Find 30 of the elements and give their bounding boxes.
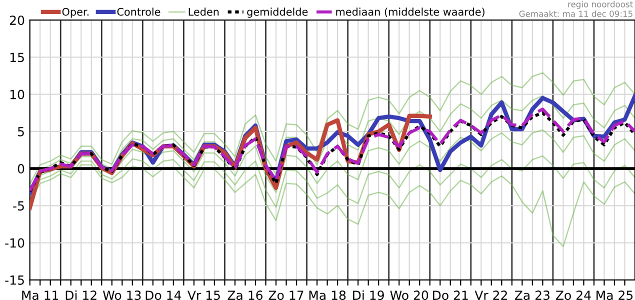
y-tick-label: 20	[10, 16, 24, 26]
text: regio noordoost	[568, 0, 633, 9]
x-tick-label: Ma 25	[596, 290, 633, 300]
x-tick-label: Di 19	[353, 290, 384, 300]
x-tick-label: Wo 13	[102, 290, 141, 300]
x-tick-label: Do 14	[146, 290, 182, 300]
text: Gemaakt: ma 11 dec 09:15	[519, 10, 632, 17]
legend-label: Oper.	[62, 8, 88, 18]
y-tick-label: 5	[18, 127, 24, 136]
x-tick-label: Do 21	[433, 290, 468, 300]
y-tick-label: 10	[10, 90, 24, 100]
y-tick-label: -10	[5, 238, 24, 248]
x-tick-label: Di 12	[66, 290, 96, 300]
legend-label: gemiddelde	[247, 8, 308, 18]
x-tick-label: Ma 11	[22, 290, 58, 300]
x-tick-label: Za 23	[514, 290, 550, 300]
x-tick-label: Vr 22	[474, 290, 507, 300]
y-tick-label: 15	[10, 52, 24, 62]
legend-label: mediaan (middelste waarde)	[336, 8, 484, 17]
x-tick-label: Zo 24	[556, 290, 591, 300]
y-tick-label: 0	[18, 164, 24, 174]
legend-label: Leden	[188, 8, 219, 16]
y-tick-label: -15	[5, 276, 24, 285]
x-tick-label: Za 16	[228, 290, 263, 300]
x-tick-label: Vr 15	[188, 290, 220, 300]
x-tick-label: Ma 18	[309, 290, 346, 300]
y-tick-label: -5	[13, 201, 24, 211]
legend-label: Controle	[117, 8, 160, 16]
x-tick-label: Wo 20	[390, 290, 428, 300]
x-tick-label: Zo 17	[268, 290, 304, 300]
